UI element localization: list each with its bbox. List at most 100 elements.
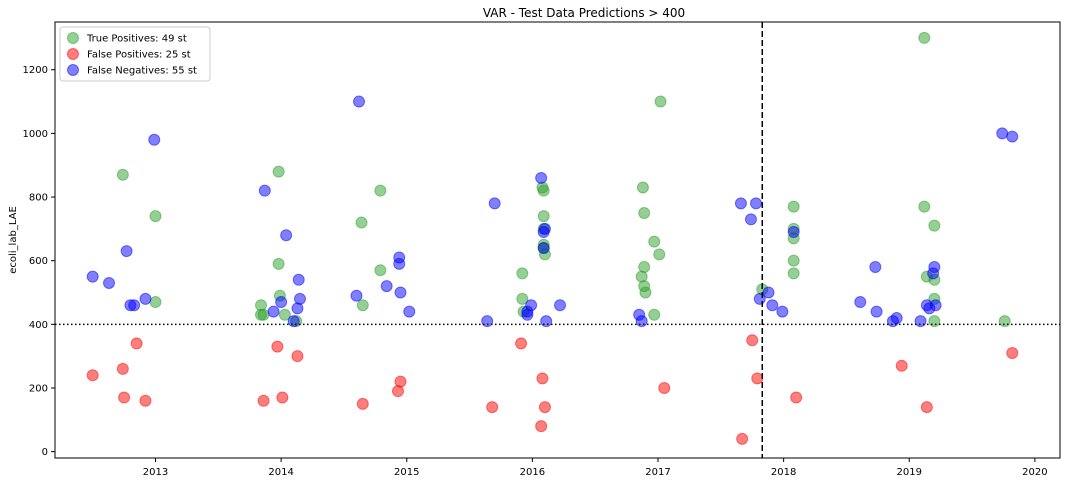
- data-point: [648, 235, 661, 248]
- data-point: [139, 394, 152, 407]
- data-points: [86, 31, 1019, 445]
- x-tick-label: 2020: [1022, 467, 1047, 478]
- data-point: [118, 391, 131, 404]
- data-point: [869, 261, 882, 274]
- data-point: [272, 257, 285, 270]
- y-tick-label: 400: [29, 320, 48, 331]
- data-point: [537, 241, 550, 254]
- data-point: [139, 292, 152, 305]
- data-point: [538, 222, 551, 235]
- data-point: [486, 401, 499, 414]
- data-point: [149, 296, 162, 309]
- x-tick-label: 2013: [143, 467, 168, 478]
- data-point: [554, 299, 567, 312]
- data-point: [488, 197, 501, 210]
- data-point: [744, 213, 757, 226]
- data-point: [515, 337, 528, 350]
- data-point: [148, 133, 161, 146]
- data-point: [394, 286, 407, 299]
- data-point: [762, 286, 775, 299]
- data-point: [648, 308, 661, 321]
- data-point: [292, 273, 305, 286]
- data-point: [734, 197, 747, 210]
- data-point: [776, 305, 789, 318]
- data-point: [1006, 130, 1019, 143]
- data-point: [746, 334, 759, 347]
- data-point: [130, 337, 143, 350]
- y-tick-label: 1000: [23, 129, 48, 140]
- y-tick-label: 600: [29, 256, 48, 267]
- chart-title: VAR - Test Data Predictions > 400: [483, 6, 685, 20]
- data-point: [854, 296, 867, 309]
- plot-frame: [54, 21, 1061, 459]
- x-tick-label: 2016: [520, 467, 545, 478]
- data-point: [120, 245, 133, 258]
- data-point: [116, 168, 129, 181]
- data-point: [291, 350, 304, 363]
- reference-lines: [55, 22, 1060, 458]
- data-point: [356, 299, 369, 312]
- data-point: [787, 254, 800, 267]
- data-point: [272, 165, 285, 178]
- data-point: [86, 270, 99, 283]
- data-point: [353, 95, 366, 108]
- legend-marker: [67, 64, 79, 76]
- data-point: [393, 251, 406, 264]
- data-point: [654, 95, 667, 108]
- x-tick-label: 2019: [897, 467, 922, 478]
- data-point: [918, 200, 931, 213]
- data-point: [149, 210, 162, 223]
- series-3: [86, 95, 1019, 328]
- data-point: [525, 299, 538, 312]
- data-point: [103, 276, 116, 289]
- legend-label: False Negatives: 55 st: [87, 66, 197, 77]
- data-point: [537, 210, 550, 223]
- data-point: [658, 381, 671, 394]
- data-point: [1006, 346, 1019, 359]
- data-point: [928, 219, 941, 232]
- data-point: [540, 315, 553, 328]
- data-point: [276, 391, 289, 404]
- data-point: [895, 359, 908, 372]
- data-point: [267, 305, 280, 318]
- x-axis: 2013 2014 2015 2016 2017 2018 2019 2020: [143, 458, 1048, 478]
- data-point: [635, 315, 648, 328]
- data-point: [766, 299, 779, 312]
- data-point: [996, 127, 1009, 140]
- data-point: [374, 184, 387, 197]
- legend-label: False Positives: 25 st: [87, 50, 191, 61]
- y-tick-label: 0: [42, 447, 48, 458]
- x-tick-label: 2018: [771, 467, 796, 478]
- data-point: [293, 292, 306, 305]
- data-point: [998, 315, 1011, 328]
- data-point: [920, 401, 933, 414]
- x-tick-label: 2015: [394, 467, 419, 478]
- data-point: [929, 299, 942, 312]
- y-tick-label: 800: [29, 193, 48, 204]
- data-point: [257, 394, 270, 407]
- y-axis-label: ecoli_lab_LAE: [8, 206, 19, 274]
- data-point: [258, 184, 271, 197]
- data-point: [751, 372, 764, 385]
- legend: True Positives: 49 st False Positives: 25…: [59, 26, 211, 82]
- data-point: [538, 401, 551, 414]
- data-point: [116, 362, 129, 375]
- data-point: [403, 305, 416, 318]
- data-point: [639, 286, 652, 299]
- data-point: [536, 372, 549, 385]
- y-axis: 0 200 400 600 800 1000 1200: [23, 65, 55, 458]
- data-point: [653, 248, 666, 261]
- data-point: [355, 216, 368, 229]
- data-point: [516, 267, 529, 280]
- x-tick-label: 2017: [645, 467, 670, 478]
- data-point: [356, 397, 369, 410]
- legend-box: [59, 26, 211, 82]
- data-point: [787, 226, 800, 239]
- data-point: [638, 261, 651, 274]
- data-point: [928, 261, 941, 274]
- data-point: [374, 264, 387, 277]
- data-point: [790, 391, 803, 404]
- x-tick-label: 2014: [268, 467, 293, 478]
- y-tick-label: 1200: [23, 65, 48, 76]
- data-point: [271, 340, 284, 353]
